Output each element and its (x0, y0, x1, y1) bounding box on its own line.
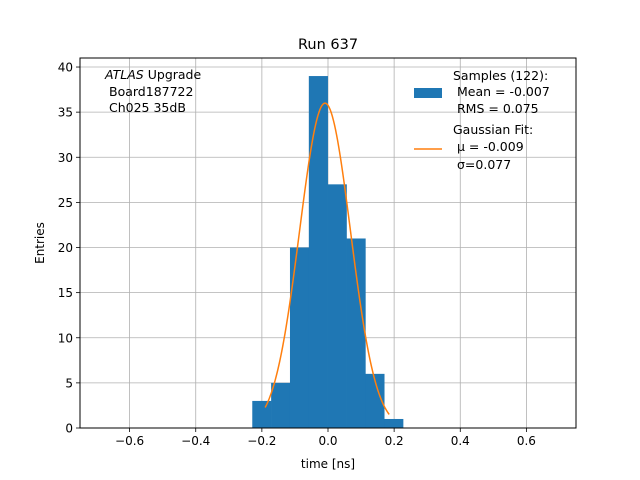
y-axis-ticks: 0 5 10 15 20 25 30 35 40 (58, 61, 80, 436)
y-tick-label: 5 (65, 376, 73, 390)
y-tick-label: 20 (58, 241, 73, 255)
y-tick-label: 30 (58, 151, 73, 165)
y-tick-label: 40 (58, 61, 73, 75)
legend-samples-swatch (414, 88, 442, 98)
annotation-upgrade: Upgrade (148, 67, 202, 82)
histogram-bar (327, 184, 347, 428)
histogram-bar (346, 238, 366, 428)
histogram-bar (308, 76, 328, 429)
histogram-bar (384, 418, 404, 428)
chart-title: Run 637 (298, 37, 358, 53)
x-tick-label: 0.4 (451, 434, 470, 448)
x-tick-label: 0.0 (318, 434, 337, 448)
y-axis-label: Entries (33, 222, 47, 264)
legend-fit-line-2: μ = -0.009 (457, 139, 524, 154)
x-axis-label: time [ns] (301, 457, 355, 471)
y-tick-label: 15 (58, 286, 73, 300)
legend-fit-line-3: σ=0.077 (457, 157, 511, 172)
histogram-bar (365, 373, 385, 428)
x-tick-label: 0.2 (385, 434, 404, 448)
annotation-line-3: Ch025 35dB (109, 100, 186, 115)
legend-samples-line-2: Mean = -0.007 (457, 84, 550, 99)
legend-samples-line-1: Samples (122): (453, 68, 548, 83)
annotation-line-1: ATLAS Upgrade (104, 67, 201, 82)
y-tick-label: 10 (58, 331, 73, 345)
legend-fit-line-1: Gaussian Fit: (453, 122, 533, 137)
y-tick-label: 0 (65, 422, 73, 436)
x-tick-label: −0.2 (247, 434, 276, 448)
gaussian-fit-curve (264, 102, 390, 415)
histogram-bar (271, 382, 291, 428)
atlas-annotation: ATLAS Upgrade Board187722 Ch025 35dB (104, 67, 201, 115)
annotation-atlas: ATLAS (104, 67, 144, 82)
x-tick-label: −0.6 (115, 434, 144, 448)
annotation-line-2: Board187722 (109, 84, 193, 99)
x-axis-ticks: −0.6 −0.4 −0.2 0.0 0.2 0.4 0.6 (115, 428, 536, 448)
histogram-bar (252, 400, 272, 428)
x-tick-label: 0.6 (517, 434, 536, 448)
histogram-bars (252, 76, 404, 429)
y-tick-label: 35 (58, 106, 73, 120)
legend-samples-line-3: RMS = 0.075 (457, 101, 539, 116)
x-tick-label: −0.4 (181, 434, 210, 448)
legend: Samples (122): Mean = -0.007 RMS = 0.075… (414, 68, 550, 172)
y-tick-label: 25 (58, 196, 73, 210)
histogram-bar (289, 247, 310, 428)
